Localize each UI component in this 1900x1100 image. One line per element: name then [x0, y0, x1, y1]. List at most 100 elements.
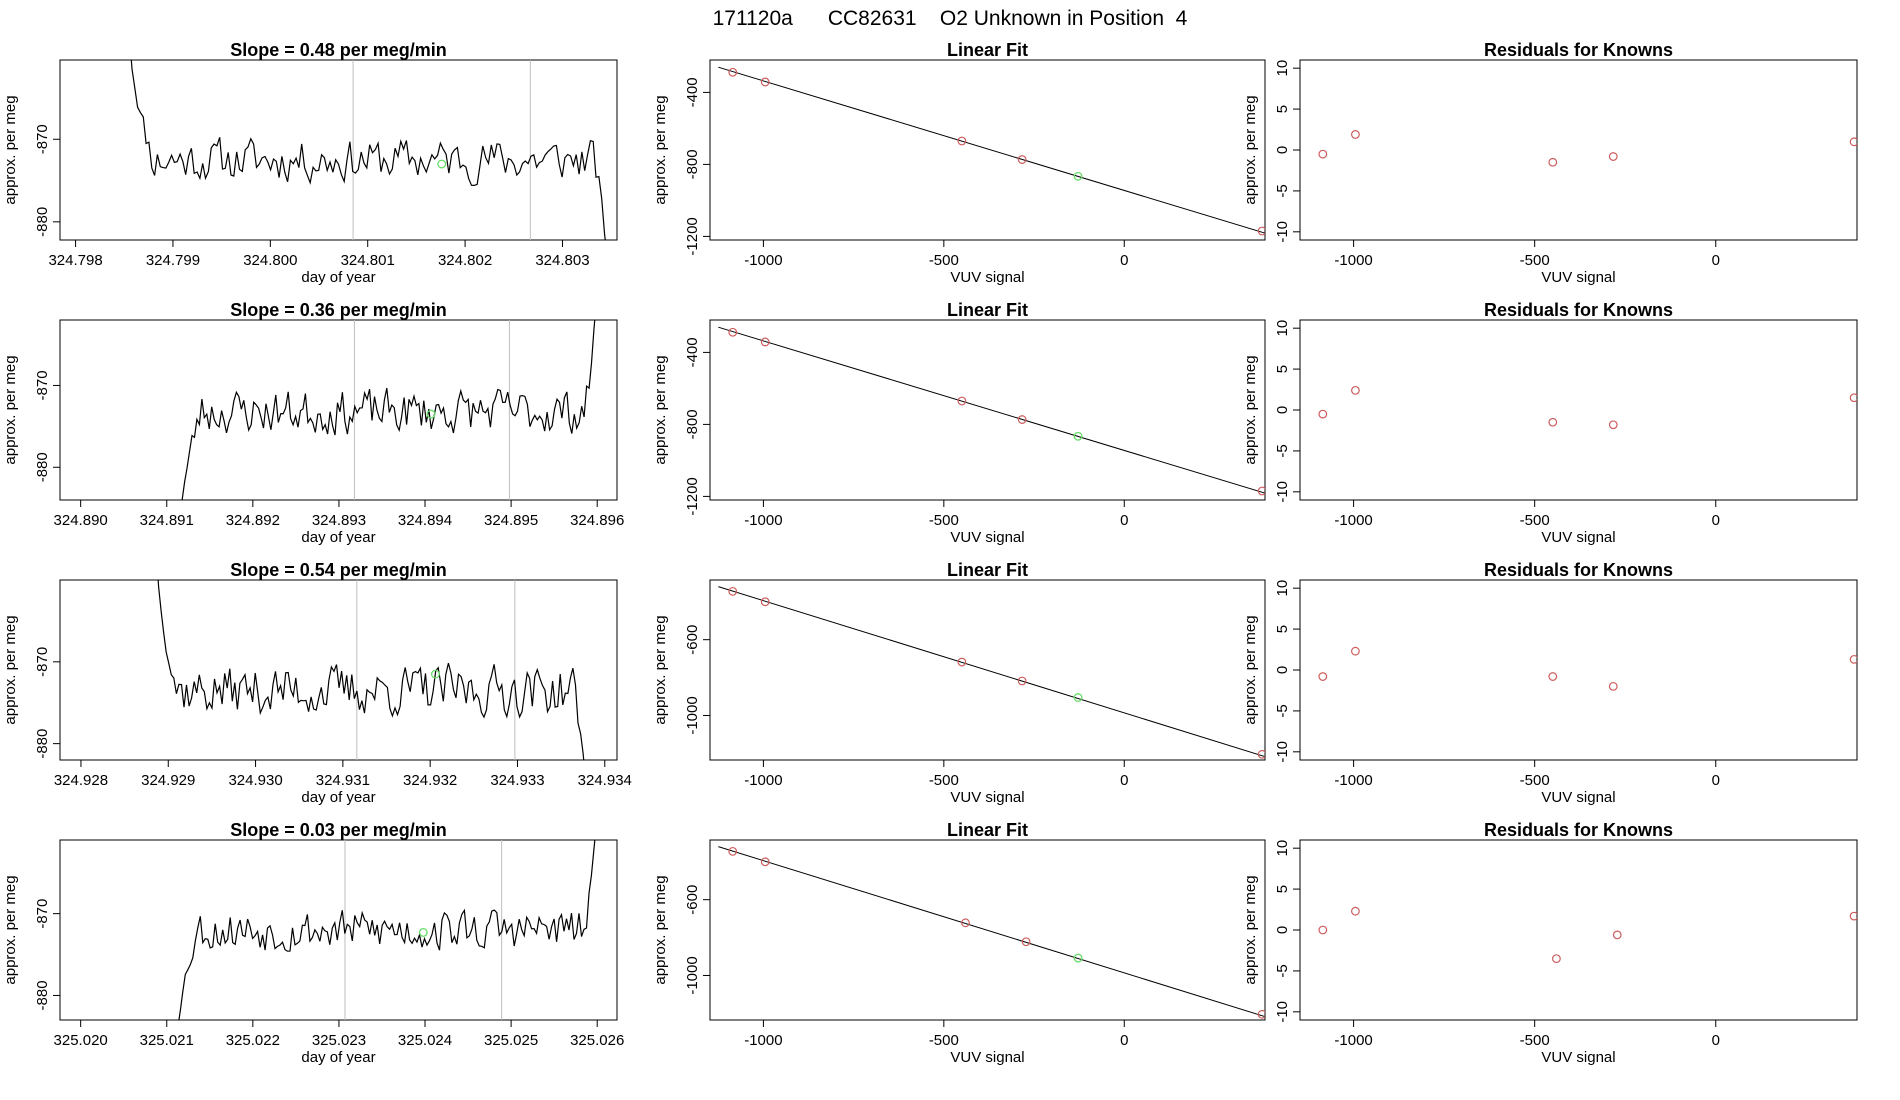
y-axis-label: approx. per meg — [2, 875, 19, 984]
x-tick-label: 324.930 — [228, 772, 282, 789]
residual-point — [1318, 409, 1328, 419]
x-axis-label: VUV signal — [1541, 269, 1615, 286]
unknown-point — [437, 159, 447, 169]
plot-area — [130, 60, 606, 240]
panels-grid: Slope = 0.48 per meg/min 324.798 324.799 32… — [2, 40, 1858, 1066]
x-tick-label: 324.892 — [226, 512, 280, 529]
y-tick-label: -10 — [1274, 481, 1291, 503]
y-tick-label: -400 — [684, 337, 701, 367]
x-tick-label: 325.026 — [570, 1032, 624, 1049]
residual-point — [1552, 954, 1561, 964]
residual-point — [1612, 930, 1622, 940]
unknown-point — [1073, 953, 1083, 963]
residual-point — [1849, 137, 1857, 147]
x-tick-label: -1000 — [744, 772, 782, 789]
x-tick-label: 324.893 — [312, 512, 366, 529]
panel-scatter-row-1: Residuals for Knowns -1000 -500 0 -10 -5 0 5 10 V… — [1242, 300, 1858, 546]
x-tick-label: 0 — [1120, 252, 1128, 269]
y-tick-label: -880 — [34, 452, 51, 482]
x-tick-label: 324.799 — [146, 252, 200, 269]
known-point — [760, 857, 770, 867]
x-tick-label: -500 — [1520, 772, 1550, 789]
y-tick-label: -10 — [1274, 1001, 1291, 1023]
y-axis-label: approx. per meg — [652, 95, 669, 204]
x-tick-label: 325.023 — [312, 1032, 366, 1049]
y-tick-label: 0 — [1274, 926, 1291, 934]
x-tick-label: -500 — [929, 252, 959, 269]
known-point — [1257, 226, 1265, 236]
residual-point — [1849, 393, 1857, 403]
plot-frame — [709, 579, 1266, 761]
y-tick-label: 10 — [1274, 320, 1291, 337]
x-tick-label: 324.894 — [398, 512, 452, 529]
x-tick-label: 0 — [1712, 252, 1720, 269]
y-tick-label: 10 — [1274, 840, 1291, 857]
unknown-point — [426, 409, 436, 419]
panel-scatter-fit-row-0: Linear Fit -1000 -500 0 -1200 -800 -400 VUV sig… — [652, 40, 1266, 286]
x-tick-label: 324.798 — [48, 252, 102, 269]
plot-area — [1318, 385, 1857, 430]
y-tick-label: -5 — [1274, 704, 1291, 717]
page-title: 171120a CC82631 O2 Unknown in Position 4 — [713, 7, 1188, 30]
plot-frame — [59, 59, 618, 241]
residual-point — [1318, 149, 1328, 159]
known-point — [957, 136, 967, 146]
y-tick-label: 0 — [1274, 406, 1291, 414]
y-tick-label: -600 — [684, 885, 701, 915]
plot-area — [718, 326, 1265, 496]
plot-frame — [709, 839, 1266, 1021]
unknown-point — [430, 669, 440, 679]
plot-area — [1318, 646, 1857, 691]
x-tick-label: -1000 — [1334, 252, 1372, 269]
y-tick-label: 5 — [1274, 365, 1291, 373]
x-tick-label: -500 — [1520, 512, 1550, 529]
residual-point — [1608, 152, 1618, 161]
x-tick-label: -500 — [1520, 1032, 1550, 1049]
x-tick-label: 324.928 — [54, 772, 108, 789]
time-series-line — [157, 580, 585, 760]
x-axis-label: VUV signal — [950, 789, 1024, 806]
x-tick-label: 324.931 — [316, 772, 370, 789]
panel-title: Slope = 0.54 per meg/min — [230, 560, 447, 580]
time-series-line — [181, 320, 596, 500]
y-tick-label: -800 — [684, 149, 701, 179]
panel-title: Linear Fit — [947, 560, 1028, 580]
panel-title: Residuals for Knowns — [1484, 560, 1673, 580]
x-tick-label: 324.803 — [535, 252, 589, 269]
x-tick-label: 325.025 — [484, 1032, 538, 1049]
y-tick-label: -1200 — [684, 217, 701, 255]
panel-scatter-row-0: Residuals for Knowns -1000 -500 0 -10 -5 0 5 10 V… — [1242, 40, 1858, 286]
panel-title: Slope = 0.03 per meg/min — [230, 820, 447, 840]
plot-area — [1318, 130, 1857, 167]
known-point — [957, 657, 967, 667]
x-axis-label: VUV signal — [1541, 1049, 1615, 1066]
panel-title: Linear Fit — [947, 40, 1028, 60]
plot-frame — [709, 319, 1266, 501]
x-tick-label: 324.801 — [341, 252, 395, 269]
residual-point — [1351, 646, 1360, 656]
panel-title: Residuals for Knowns — [1484, 820, 1673, 840]
residual-point — [1351, 385, 1360, 395]
panel-line-row-3: Slope = 0.03 per meg/min 325.020 325.021 32… — [2, 820, 624, 1066]
plot-area — [718, 66, 1265, 236]
y-tick-label: -5 — [1274, 184, 1291, 197]
x-tick-label: -500 — [929, 512, 959, 529]
residual-point — [1318, 672, 1328, 681]
x-tick-label: 0 — [1120, 772, 1128, 789]
known-point — [728, 846, 738, 856]
x-tick-label: -1000 — [744, 252, 782, 269]
x-tick-label: 324.800 — [243, 252, 297, 269]
x-tick-label: 324.802 — [438, 252, 492, 269]
x-tick-label: -1000 — [744, 1032, 782, 1049]
known-point — [1021, 937, 1031, 947]
plot-area — [157, 580, 585, 760]
known-point — [1017, 676, 1027, 686]
y-tick-label: -5 — [1274, 444, 1291, 457]
known-point — [1257, 1009, 1265, 1019]
y-axis-label: approx. per meg — [1242, 355, 1259, 464]
panel-title: Residuals for Knowns — [1484, 300, 1673, 320]
y-tick-label: -880 — [34, 207, 51, 237]
x-axis-label: day of year — [301, 529, 375, 546]
